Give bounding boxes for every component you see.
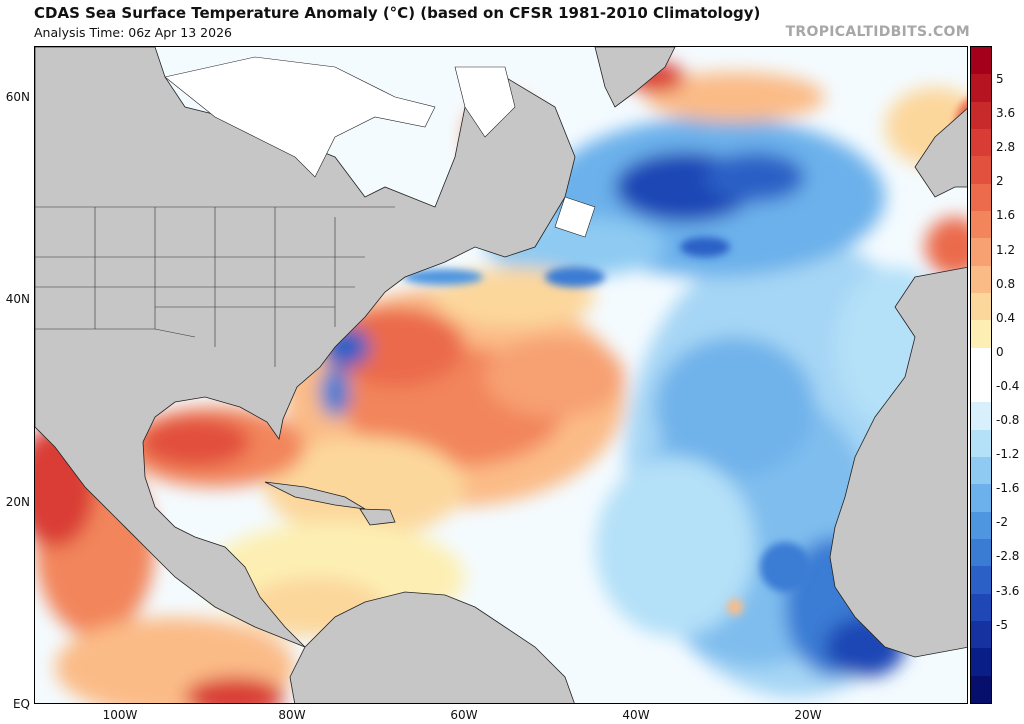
colorbar-tick-label: 5	[996, 72, 1004, 86]
gulf-st-lawrence-ice	[554, 196, 596, 238]
colorbar-segment	[971, 566, 991, 595]
colorbar	[970, 46, 992, 704]
colorbar-tick-label: 2.8	[996, 140, 1016, 155]
colorbar-tick-label: 1.2	[996, 242, 1016, 257]
colorbar-segment	[971, 375, 991, 403]
hudson-bay-ice	[164, 56, 436, 178]
colorbar-segment	[971, 429, 991, 458]
colorbar-segment	[971, 457, 991, 485]
ice-regions	[164, 56, 596, 238]
colorbar-tick-label: -0.8	[996, 413, 1020, 427]
map-title: CDAS Sea Surface Temperature Anomaly (°C…	[34, 4, 761, 22]
colorbar-segment	[971, 293, 991, 321]
lat-label-20n: 20N	[5, 495, 30, 509]
colorbar-tick-label: -5	[996, 617, 1008, 632]
colorbar-segment	[971, 347, 991, 376]
colorbar-tick-label: 0	[996, 344, 1004, 359]
africa-land	[829, 266, 967, 658]
lon-label-20w: 20W	[794, 708, 822, 722]
colorbar-segment	[971, 402, 991, 431]
political-boundaries	[35, 206, 395, 367]
colorbar-segment	[971, 621, 991, 649]
greenland-land	[594, 47, 676, 108]
land-masses	[35, 47, 967, 703]
colorbar-segment	[971, 156, 991, 185]
map-canvas	[35, 47, 967, 703]
sst-anomaly-map	[34, 46, 968, 704]
lon-label-100w: 100W	[102, 708, 138, 722]
colorbar-segment	[971, 47, 991, 75]
state-lines-horizontal	[35, 256, 365, 308]
colorbar-segment	[971, 74, 991, 103]
colorbar-tick-label: -1.2	[996, 447, 1020, 462]
lon-label-60w: 60W	[450, 708, 478, 722]
colorbar-tick-label: 2	[996, 174, 1004, 189]
colorbar-tick-label: -1.6	[996, 481, 1020, 496]
colorbar-tick-label: -0.4	[996, 378, 1020, 393]
lon-label-40w: 40W	[622, 708, 650, 722]
lon-label-80w: 80W	[278, 708, 306, 722]
colorbar-tick-label: 3.6	[996, 106, 1016, 121]
colorbar-segment	[971, 238, 991, 267]
lat-label-60n: 60N	[5, 90, 30, 104]
hispaniola-land	[359, 508, 396, 526]
colorbar-segment	[971, 211, 991, 239]
colorbar-segment	[971, 129, 991, 157]
colorbar-segment	[971, 265, 991, 294]
colorbar-segment	[971, 183, 991, 212]
colorbar-tick-label: 1.6	[996, 208, 1016, 223]
colorbar-segment	[971, 320, 991, 349]
state-lines	[94, 207, 336, 367]
colorbar-segment	[971, 593, 991, 622]
labrador-ice	[454, 66, 516, 138]
colorbar-segment	[971, 511, 991, 540]
colorbar-segment	[971, 539, 991, 567]
analysis-time: Analysis Time: 06z Apr 13 2026	[34, 25, 232, 40]
colorbar-segment	[971, 484, 991, 513]
colorbar-segment	[971, 101, 991, 130]
colorbar-tick-label: 0.8	[996, 276, 1016, 291]
north-america-land	[35, 47, 576, 648]
colorbar-segment	[971, 675, 991, 704]
colorbar-tick-label: -2	[996, 515, 1008, 530]
colorbar-tick-label: -3.6	[996, 583, 1020, 598]
colorbar-tick-label: 0.4	[996, 310, 1016, 325]
south-america-land	[289, 591, 575, 703]
source-watermark: TROPICALTIDBITS.COM	[785, 24, 970, 40]
lat-label-40n: 40N	[5, 292, 30, 306]
colorbar-segment	[971, 648, 991, 677]
colorbar-tick-label: -2.8	[996, 549, 1020, 564]
british-isles-land	[914, 108, 967, 198]
lat-label-eq: EQ	[12, 697, 30, 711]
